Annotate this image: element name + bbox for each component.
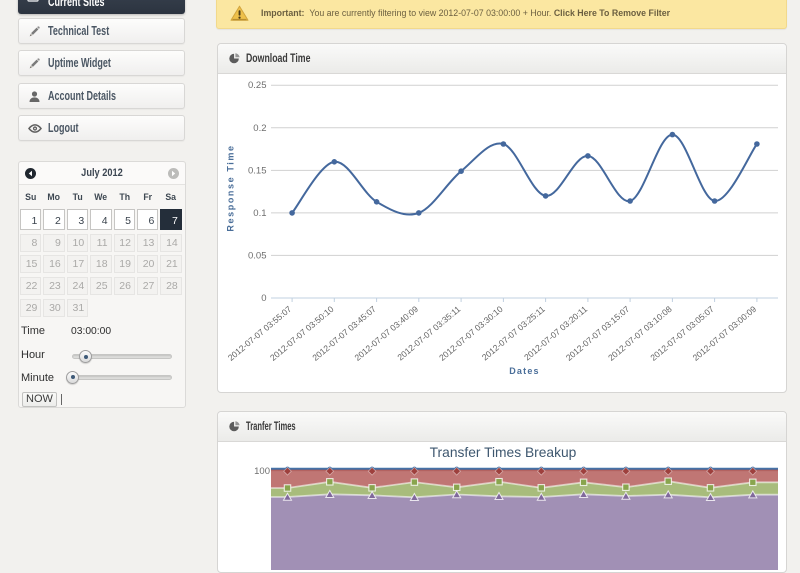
svg-text:0.25: 0.25 [248,80,267,91]
svg-text:Transfer Times Breakup: Transfer Times Breakup [430,445,577,460]
svg-text:100: 100 [254,466,270,477]
svg-text:0.05: 0.05 [248,250,267,261]
svg-text:Response Time: Response Time [226,144,236,231]
svg-text:0.1: 0.1 [253,207,266,218]
svg-text:0: 0 [261,293,266,304]
svg-text:0.2: 0.2 [253,122,266,133]
svg-text:Dates: Dates [509,366,540,376]
svg-text:0.15: 0.15 [248,165,267,176]
